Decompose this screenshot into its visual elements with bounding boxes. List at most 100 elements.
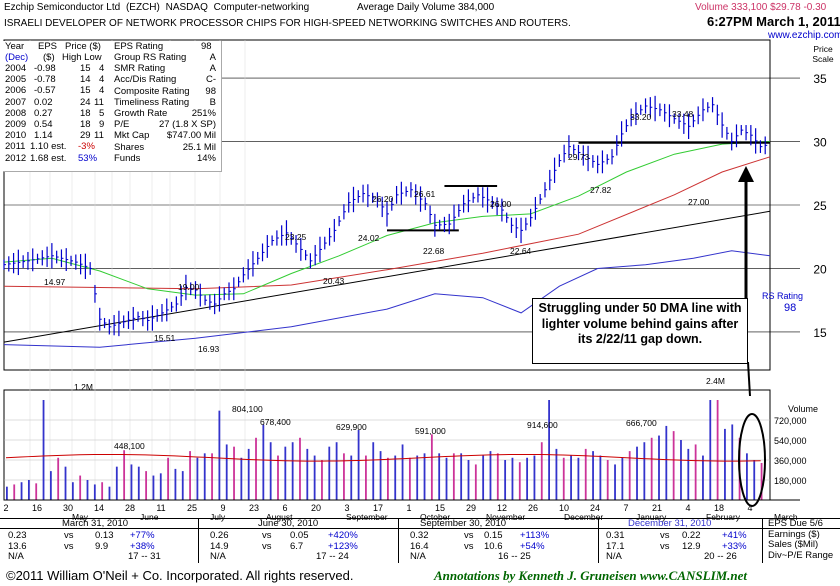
quarter-cell: 0.26 [210, 530, 229, 541]
volume-bar [145, 471, 148, 500]
volume-bar [277, 455, 279, 500]
table-column-divider [598, 518, 599, 563]
price-annotation: 15.51 [154, 333, 176, 343]
quarter-cell: 13.6 [8, 540, 27, 552]
volume-bar [79, 475, 82, 500]
volume-bar [438, 453, 441, 500]
fund-year: 2004 [5, 63, 27, 74]
quarter-cell: +123% [328, 540, 358, 552]
quarter-cell: 20 -- 26 [704, 551, 737, 562]
volume-bar [680, 440, 682, 500]
fund-eps: 1.14 [34, 130, 53, 142]
fundamentals-box [3, 41, 222, 172]
volume-bar [262, 424, 265, 500]
volume-bar [496, 453, 499, 500]
volume-bar [328, 446, 331, 500]
x-tick-label: 20 [311, 503, 321, 513]
volume-bar [716, 400, 719, 500]
fund-low: 9 [99, 119, 105, 130]
quarter-date: June 30, 2010 [258, 518, 319, 529]
quote-line: Volume 333,100 $29.78 -0.30 [695, 2, 826, 13]
price-annotation: 27.82 [590, 185, 612, 195]
month-label: May [72, 512, 89, 522]
price-info: $29.78 [770, 2, 801, 13]
volume-bar [702, 455, 704, 500]
volume-bar [152, 475, 155, 500]
price-annotation: 23.25 [285, 232, 307, 242]
price-tick-label: 20 [813, 262, 827, 276]
fund-eps: 1.68 est. [30, 152, 67, 164]
volume-tick-label: 720,000 [774, 416, 807, 426]
volume-bar [181, 471, 184, 500]
volume-bar [159, 473, 162, 500]
quarter-cell: 0.13 [95, 530, 114, 541]
fund-year: 2012 [5, 152, 27, 164]
quarter-cell: 17 -- 31 [128, 551, 161, 562]
x-tick-label: 11 [156, 503, 165, 513]
eps-rating-label: EPS Rating [114, 41, 164, 52]
volume-bar [658, 435, 660, 500]
volume-bar [291, 442, 294, 500]
fund-high: 15 [80, 85, 91, 97]
volume-bar [430, 434, 433, 500]
volume-bar [394, 455, 397, 500]
quarter-cell: +33% [722, 540, 747, 552]
volume-bar [489, 451, 492, 500]
price-annotation: 33.20 [630, 112, 652, 122]
volume-bar [731, 424, 734, 500]
x-tick-label: 24 [590, 503, 600, 513]
volume-bar [343, 453, 345, 500]
datetime: 6:27PM March 1, 2011 [707, 14, 840, 29]
rating-label: Shares [114, 141, 145, 153]
fund-high: 14 [80, 74, 91, 86]
month-label: July [210, 512, 226, 522]
price-annotation: 26.00 [490, 199, 512, 209]
rating-label: Acc/Dis Rating [114, 74, 177, 86]
quarter-cell: vs [262, 530, 272, 541]
price-annotation: 24.02 [358, 233, 380, 243]
volume-bar [467, 460, 470, 500]
x-tick-label: 29 [466, 503, 476, 513]
quarter-cell: 14.9 [210, 540, 229, 552]
volume-bar [621, 457, 624, 500]
company-description: ISRAELI DEVELOPER OF NETWORK PROCESSOR C… [4, 18, 571, 29]
volume-bar [379, 451, 382, 500]
volume-tick-label: 360,000 [774, 456, 807, 466]
volume-bar [416, 455, 419, 500]
x-tick-label: 18 [714, 503, 724, 513]
table-column-divider [398, 518, 399, 563]
header-line1: Ezchip Semiconductor Ltd (EZCH) NASDAQ C… [4, 2, 309, 13]
fund-high: 24 [80, 96, 91, 108]
website-link[interactable]: www.ezchip.com [768, 30, 840, 41]
rating-label: Mkt Cap [114, 130, 150, 142]
rating-label: Growth Rate [114, 108, 168, 119]
x-tick-label: 30 [63, 503, 73, 513]
x-tick-label: 3 [344, 503, 349, 513]
quarter-cell: N/A [410, 551, 426, 562]
volume-bar [387, 457, 389, 500]
quarter-cell: 12.9 [682, 540, 701, 552]
volume-bar [101, 482, 104, 500]
price-annotation: 26.20 [372, 194, 394, 204]
fund-year: 2007 [5, 96, 27, 108]
quarter-cell: +38% [130, 540, 155, 552]
fund-year: 2008 [5, 107, 27, 119]
volume-bar [321, 460, 323, 500]
x-tick-label: 21 [652, 503, 662, 513]
volume-bar [577, 457, 580, 500]
quarter-cell: +420% [328, 530, 358, 541]
volume-bar [672, 431, 675, 500]
quarter-date: December 31, 2010 [628, 518, 712, 529]
price-annotation: 19.00 [178, 282, 200, 292]
rating-value: 27 (1.8 X SP) [158, 119, 216, 131]
volume-bar [533, 455, 536, 500]
x-tick-label: 4 [747, 503, 752, 513]
fund-header-year: Year [5, 41, 25, 52]
rating-value: $747.00 Mil [166, 130, 216, 142]
x-tick-label: 14 [94, 503, 104, 513]
price-annotation: 20.43 [323, 276, 345, 286]
volume-bar [357, 430, 360, 500]
volume-bar [350, 455, 353, 500]
volume-bar [562, 457, 565, 500]
change-info: -0.30 [803, 2, 827, 13]
